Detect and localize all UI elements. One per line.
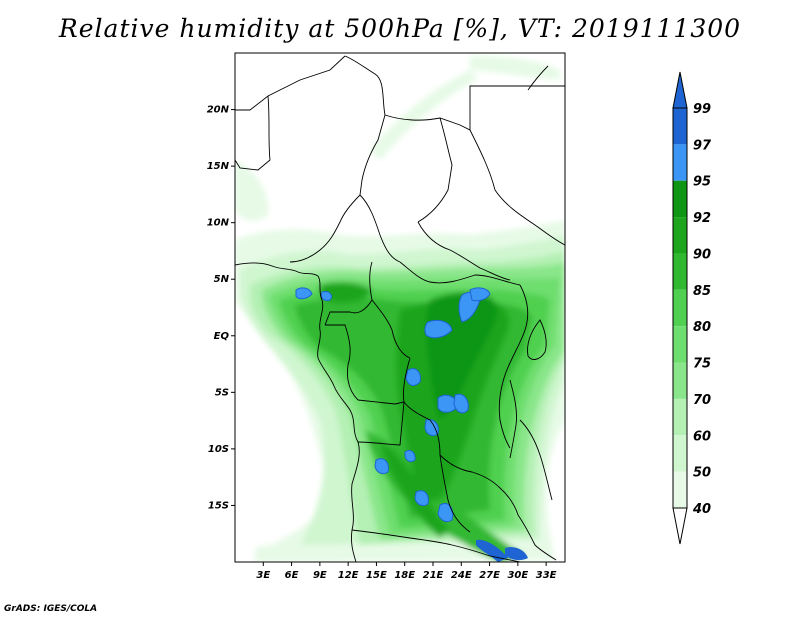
rh-40-streak [370,70,478,160]
lon-tick-label: 15E [366,570,387,581]
colorbar-bottom-triangle [672,507,688,545]
rh-90-south [380,440,450,538]
colorbar-top-triangle [672,71,688,109]
colorbar-label: 70 [693,393,711,408]
colorbar-label: 40 [692,502,711,517]
colorbar: 99 97 95 92 90 85 80 75 70 60 50 40 [672,71,712,545]
lat-tick-label: 15S [208,500,229,511]
lon-tick-label: 21E [423,570,444,581]
colorbar-label: 75 [693,357,711,372]
rh-40-sw [255,544,340,562]
colorbar-label: 95 [693,175,711,190]
lat-tick-label: 20N [207,105,230,116]
colorbar-label: 99 [693,102,711,117]
lat-tick-label: EQ [214,331,230,342]
lat-tick-label: 5S [215,387,229,398]
map-title: Relative humidity at 500hPa [%], VT: 201… [58,14,742,43]
lat-tick-label: 15N [207,161,230,172]
colorbar-segment [673,144,687,181]
colorbar-label: 92 [693,211,711,226]
lon-tick-label: 9E [313,570,327,581]
colorbar-label: 60 [693,429,711,444]
lon-tick-label: 12E [338,570,359,581]
lat-tick-label: 10S [208,444,229,455]
colorbar-label: 90 [693,247,711,262]
rh-90-west [319,282,372,303]
lat-tick-label: 10N [207,218,230,229]
lat-tick-label: 5N [214,274,230,285]
lon-tick-label: 24E [451,570,472,581]
colorbar-segment [673,435,687,472]
lon-tick-label: 3E [256,570,270,581]
colorbar-label: 97 [693,138,712,153]
rh-85-south [365,430,525,562]
rh-40-west [235,160,269,221]
colorbar-segment [673,108,687,145]
lon-tick-label: 6E [285,570,299,581]
lon-tick-label: 27E [479,570,500,581]
colorbar-segment [673,289,687,327]
lon-tick-label: 33E [536,570,557,581]
latitude-axis: 20N 15N 10N 5N EQ 5S 10S 15S [207,105,235,511]
colorbar-segment [673,362,687,399]
rh-40-north [470,55,560,80]
humidity-field [235,55,565,562]
colorbar-segment [673,326,687,363]
longitude-axis: 3E 6E 9E 12E 15E 18E 21E 24E 27E 30E 33E [256,562,557,581]
map-frame [234,52,566,563]
country-borders [235,55,565,562]
rh-95-patches [295,287,491,523]
colorbar-segment [673,253,687,290]
rh-99-patches [476,539,528,562]
colorbar-segment [673,398,687,436]
lon-tick-label: 30E [507,570,528,581]
colorbar-label: 80 [693,320,711,335]
lon-tick-label: 18E [394,570,415,581]
colorbar-label: 85 [693,284,711,299]
colorbar-segment [673,180,687,218]
colorbar-segment [673,217,687,254]
colorbar-label: 50 [693,466,711,481]
colorbar-segment [673,471,687,508]
grads-credit: GrADS: IGES/COLA [4,604,98,614]
